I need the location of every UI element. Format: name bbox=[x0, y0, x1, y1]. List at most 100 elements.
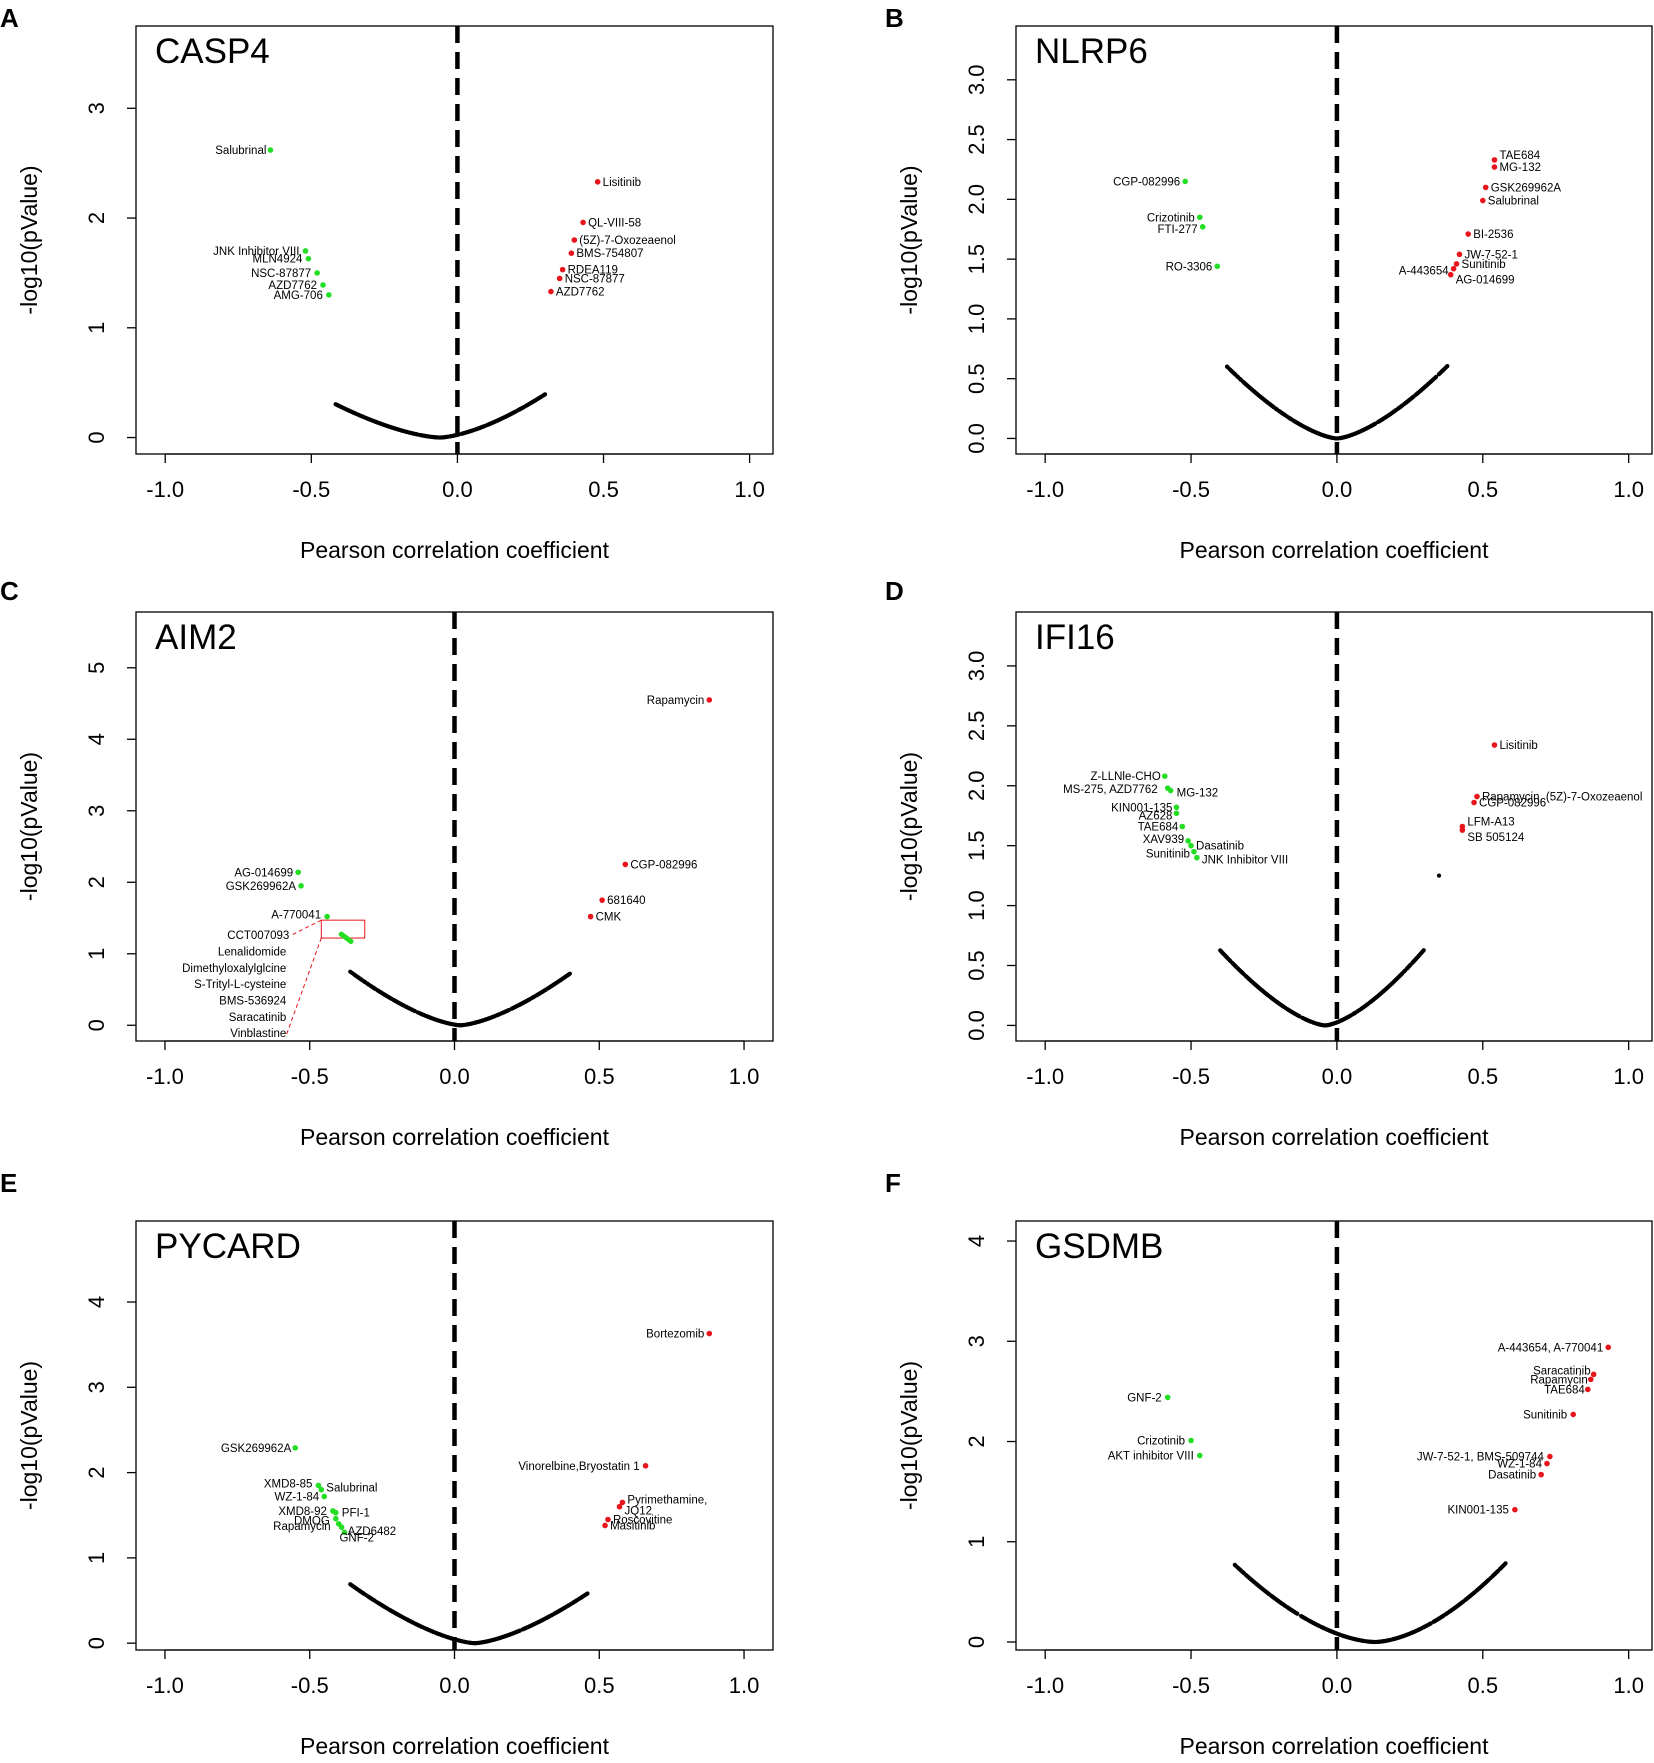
panel-e-y-tick-label: 2 bbox=[84, 1466, 109, 1478]
panel-e-point-gsk269962a bbox=[292, 1445, 299, 1451]
panel-f-plot-frame bbox=[1015, 1220, 1653, 1651]
panel-c-x-tick-label: 0.0 bbox=[439, 1064, 470, 1089]
panel-d-label-sunitinib: Sunitinib bbox=[1146, 849, 1190, 861]
panel-e-label-gnf-2: GNF-2 bbox=[339, 1532, 374, 1544]
panel-c-point-a-770041 bbox=[324, 913, 330, 920]
panel-b-plot-frame bbox=[1015, 25, 1653, 455]
panel-b-y-tick-label: 2.5 bbox=[964, 124, 989, 155]
panel-c-label-gsk269962a: GSK269962A bbox=[226, 881, 297, 893]
panel-c-label-rapamycin: Rapamycin bbox=[647, 695, 705, 707]
panel-a-label-ql-viii-58: QL-VIII-58 bbox=[588, 217, 641, 229]
panel-e-point-roscovitine bbox=[605, 1516, 611, 1523]
panel-b-letter: B bbox=[885, 3, 904, 33]
panel-d-x-tick-label: -1.0 bbox=[1026, 1064, 1064, 1089]
panel-b-point-a-443654 bbox=[1450, 265, 1457, 272]
panel-e-label-jq12: JQ12 bbox=[625, 1506, 653, 1518]
panel-f-point-kin001-135 bbox=[1512, 1506, 1518, 1513]
panel-e-y-tick-label: 4 bbox=[84, 1296, 109, 1308]
panel-d-label-rapamycin-5z-7-oxozeaenol: Rapamycin, (5Z)-7-Oxozeaenol bbox=[1482, 792, 1642, 804]
panel-e-x-tick-label: 0.5 bbox=[584, 1673, 615, 1698]
panel-e-label-wz-1-84: WZ-1-84 bbox=[274, 1491, 319, 1503]
panel-a-y-axis-title: -log10(pValue) bbox=[16, 165, 42, 314]
panel-a-compound-points bbox=[333, 392, 548, 440]
panel-c-compound-points bbox=[348, 969, 572, 1028]
panel-e-point-pfi-1 bbox=[332, 1509, 339, 1516]
panel-b-x-tick-label: -1.0 bbox=[1026, 477, 1064, 502]
panel-c-cluster-point bbox=[348, 938, 354, 944]
panel-f-y-axis-title: -log10(pValue) bbox=[896, 1361, 922, 1510]
panel-f-point-rapamycin bbox=[1587, 1376, 1594, 1383]
panel-a-point-nsc-87877 bbox=[556, 275, 563, 282]
panel-e-point-pyrimethamine bbox=[619, 1499, 626, 1506]
panel-d-point-tae684 bbox=[1179, 823, 1186, 830]
panel-f-y-tick-label: 4 bbox=[964, 1235, 989, 1247]
panel-c-cluster-label-saracatinib: Saracatinib bbox=[229, 1012, 287, 1024]
panel-f-label-a-443654-a-770041: A-443654, A-770041 bbox=[1498, 1342, 1604, 1354]
panel-d-label-mg-132: MG-132 bbox=[1177, 788, 1219, 800]
panel-d-label-dasatinib: Dasatinib bbox=[1196, 841, 1244, 853]
panel-a-point-amg-706 bbox=[326, 292, 332, 298]
compound-point bbox=[1434, 374, 1439, 379]
compound-point bbox=[1445, 364, 1450, 369]
panel-e-point-jq12 bbox=[616, 1503, 623, 1510]
panel-b-point-tae684 bbox=[1491, 157, 1498, 163]
panel-c-point-681640 bbox=[599, 897, 605, 903]
panel-f-compound-points bbox=[1232, 1561, 1508, 1645]
panel-d-point-kin001-135 bbox=[1173, 804, 1180, 811]
panel-a-label-jnk-inhibitor-viii: JNK Inhibitor VIII bbox=[213, 246, 299, 258]
panel-b-point-gsk269962a bbox=[1482, 184, 1489, 191]
panel-a-point-azd7762 bbox=[548, 288, 554, 295]
panel-c-cluster-label-s-trityl-l-cysteine: S-Trityl-L-cysteine bbox=[194, 979, 286, 991]
panel-b-label-gsk269962a: GSK269962A bbox=[1491, 182, 1562, 194]
panel-e-letter: E bbox=[0, 1168, 17, 1198]
panel-a-x-tick-label: -0.5 bbox=[292, 477, 330, 502]
panel-b-point-salubrinal bbox=[1479, 197, 1486, 204]
panel-f-y-tick-label: 1 bbox=[964, 1536, 989, 1548]
panel-a-y-tick-label: 1 bbox=[84, 322, 109, 334]
panel-e-point-bortezomib bbox=[706, 1330, 713, 1337]
panel-f-point-akt-inhibitor-viii bbox=[1196, 1452, 1203, 1459]
panel-a: A CASP4 -1.0 -0.5 0.0 0.5 1.0 0 1 2 3 Pearson corre… bbox=[0, 3, 774, 563]
panel-d-point-sb-505124 bbox=[1459, 827, 1466, 833]
panel-a-label-nsc-87877: NSC-87877 bbox=[251, 268, 311, 280]
panel-a-point-rdea119 bbox=[559, 266, 566, 273]
panel-e-label-rapamycin: Rapamycin bbox=[273, 1521, 331, 1533]
panel-d-y-axis-title: -log10(pValue) bbox=[896, 752, 922, 901]
panel-f-label-dasatinib: Dasatinib bbox=[1488, 1470, 1536, 1482]
panel-e-point-gnf-2 bbox=[341, 1529, 348, 1536]
panel-a-x-tick-label: 0.5 bbox=[588, 477, 619, 502]
panel-b-label-fti-277: FTI-277 bbox=[1157, 224, 1197, 236]
compound-point bbox=[567, 971, 572, 976]
panel-e-label-pfi-1: PFI-1 bbox=[342, 1508, 370, 1520]
panel-d-point-z-llnle-cho bbox=[1161, 773, 1168, 779]
panel-b: B NLRP6 -1.0 -0.5 0.0 0.5 1.0 0.0 0.5 1.0 1.5 2.0 2.… bbox=[885, 3, 1653, 563]
panel-d-y-tick-label: 0.0 bbox=[964, 1010, 989, 1041]
panel-f-label-akt-inhibitor-viii: AKT inhibitor VIII bbox=[1108, 1451, 1194, 1463]
panel-d-label-jnk-inhibitor-viii: JNK Inhibitor VIII bbox=[1202, 855, 1288, 867]
panel-e-title: PYCARD bbox=[155, 1227, 301, 1266]
panel-f-x-tick-label: 0.0 bbox=[1322, 1673, 1353, 1698]
panel-e: E PYCARD -1.0 -0.5 0.0 0.5 1.0 0 1 2 3 4 Pearson cor… bbox=[0, 1168, 774, 1759]
panel-d-y-tick-label: 2.5 bbox=[964, 711, 989, 742]
panel-b-label-sunitinib: Sunitinib bbox=[1462, 259, 1506, 271]
panel-e-x-tick-label: 1.0 bbox=[729, 1673, 760, 1698]
panel-a-point-jnk-inhibitor-viii bbox=[302, 248, 309, 254]
panel-c-cluster-leader bbox=[291, 919, 322, 936]
panel-b-point-crizotinib bbox=[1196, 214, 1203, 221]
panel-b-y-tick-label: 1.0 bbox=[964, 304, 989, 335]
panel-a-plot-frame bbox=[135, 25, 774, 455]
panel-c-letter: C bbox=[0, 576, 19, 606]
panel-a-label-nsc-87877: NSC-87877 bbox=[565, 273, 625, 285]
panel-a-point-lisitinib bbox=[594, 179, 601, 185]
panel-f-point-dasatinib bbox=[1538, 1471, 1544, 1478]
panel-f-x-tick-label: -0.5 bbox=[1172, 1673, 1210, 1698]
panel-b-label-salubrinal: Salubrinal bbox=[1488, 196, 1539, 208]
panel-c-x-tick-label: -1.0 bbox=[146, 1064, 184, 1089]
panel-d-y-tick-label: 2.0 bbox=[964, 770, 989, 801]
panel-f-point-saracatinib bbox=[1590, 1371, 1597, 1378]
panel-f-letter: F bbox=[885, 1168, 901, 1198]
panel-c-y-tick-label: 3 bbox=[84, 805, 109, 817]
panel-d-y-tick-label: 1.5 bbox=[964, 830, 989, 861]
panel-e-label-xmd8-85: XMD8-85 bbox=[264, 1478, 313, 1490]
panel-b-point-mg-132 bbox=[1491, 164, 1498, 170]
